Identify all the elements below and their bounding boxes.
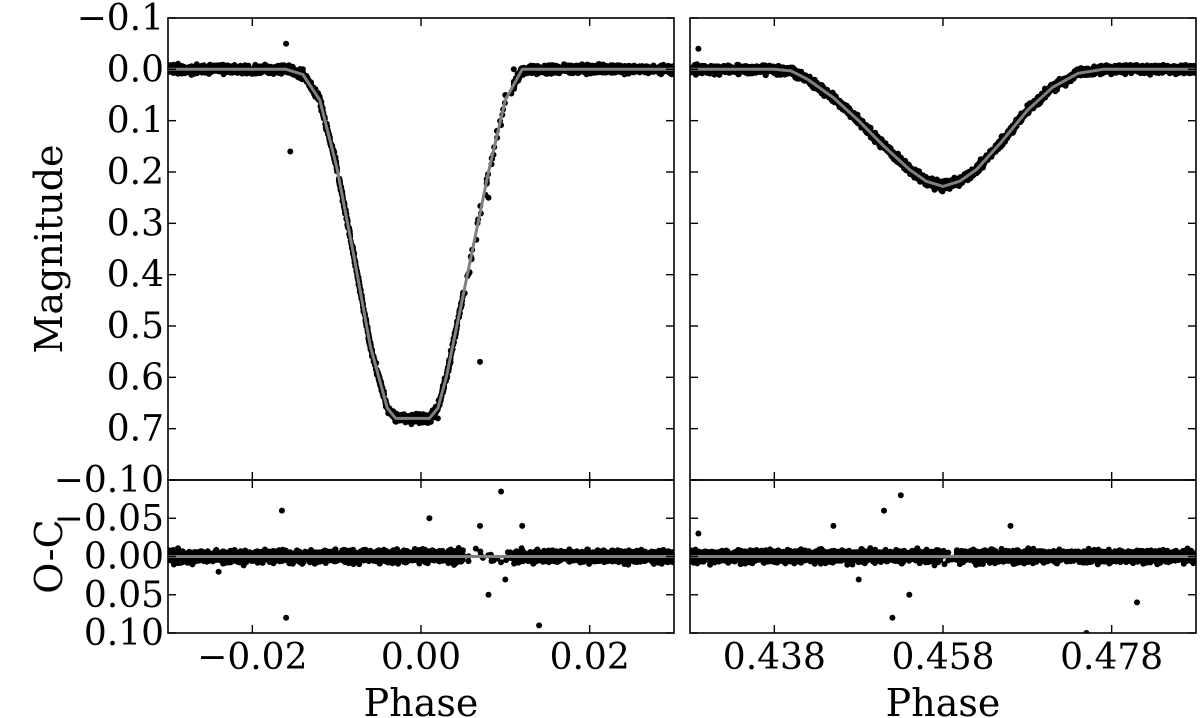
y-tick-label: 0.5 — [107, 306, 164, 347]
secondary-eclipse-light-curve-panel — [689, 17, 1197, 481]
observation-point — [540, 69, 547, 76]
data-point — [485, 194, 492, 201]
y-tick-label: 0.1 — [107, 101, 164, 142]
data-point — [283, 40, 290, 47]
y-tick-label: 0.4 — [107, 255, 164, 296]
primary-eclipse-light-curve-point-cloud — [168, 60, 674, 428]
y-tick-label: 0.3 — [107, 203, 164, 244]
y-tick-label: 0.0 — [107, 49, 164, 90]
observation-point — [792, 74, 799, 81]
y-tick-label: −0.1 — [77, 0, 164, 39]
data-point — [477, 358, 483, 365]
y-tick-label: 0.7 — [107, 409, 164, 450]
observation-point — [609, 62, 616, 69]
model-curve — [168, 67, 674, 420]
data-point — [510, 66, 517, 73]
data-point — [434, 415, 441, 422]
secondary-eclipse-light-curve-plot-area — [690, 45, 1196, 195]
primary-eclipse-light-curve-data-points — [173, 40, 669, 422]
primary-eclipse-light-curve-panel: −0.1 0.0 0.1 0.2 0.3 0.4 0.5 0.6 0.7 Magnitude — [27, 0, 675, 481]
data-point — [299, 66, 306, 73]
observation-point — [615, 63, 622, 70]
primary-eclipse-light-curve-plot-area — [168, 40, 674, 428]
y-tick-label: 0.6 — [107, 357, 164, 398]
observation-point — [296, 74, 303, 81]
y-tick-label: 0.2 — [107, 152, 164, 193]
secondary-eclipse-light-curve-point-cloud — [690, 61, 1196, 195]
y-axis-label: Magnitude — [27, 144, 71, 353]
data-point — [287, 148, 294, 155]
observation-point — [281, 62, 287, 69]
primary-eclipse-light-curve-frame — [167, 17, 675, 481]
observation-point — [573, 62, 580, 69]
